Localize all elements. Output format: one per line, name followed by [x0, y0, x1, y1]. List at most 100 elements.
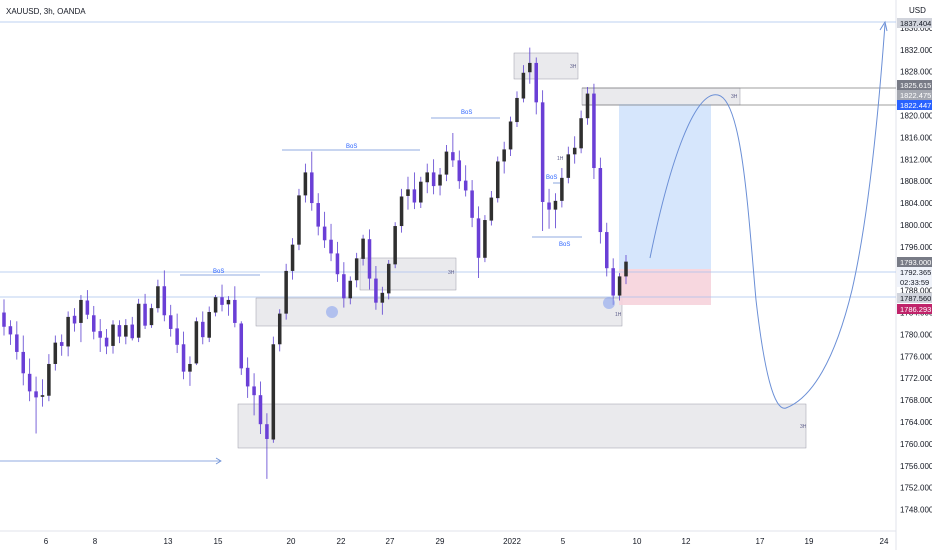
candle-body[interactable]	[361, 238, 365, 259]
candle-body[interactable]	[162, 286, 167, 316]
candle-body[interactable]	[438, 174, 442, 186]
candle-body[interactable]	[59, 342, 64, 346]
candle-body[interactable]	[470, 190, 474, 218]
candle-body[interactable]	[111, 324, 115, 346]
candle-body[interactable]	[380, 292, 385, 303]
candle-body[interactable]	[98, 331, 102, 338]
candle-body[interactable]	[348, 280, 353, 299]
candle-body[interactable]	[547, 202, 551, 210]
candle-body[interactable]	[213, 297, 218, 313]
candle-body[interactable]	[53, 342, 58, 364]
candle-body[interactable]	[508, 121, 513, 150]
candle-body[interactable]	[476, 218, 481, 258]
candle-body[interactable]	[521, 72, 526, 99]
candle-body[interactable]	[572, 147, 577, 155]
candle-body[interactable]	[271, 344, 276, 440]
candle-body[interactable]	[92, 315, 96, 332]
candle-body[interactable]	[425, 172, 429, 183]
candle-body[interactable]	[335, 253, 340, 275]
candle-body[interactable]	[367, 239, 372, 279]
demand-zone-1h[interactable]	[255, 297, 623, 327]
candle-body[interactable]	[604, 232, 609, 269]
candle-body[interactable]	[316, 203, 320, 227]
candle-body[interactable]	[290, 244, 295, 271]
candle-body[interactable]	[579, 118, 583, 149]
candle-body[interactable]	[624, 261, 628, 277]
candle-body[interactable]	[66, 316, 70, 347]
candle-body[interactable]	[79, 299, 83, 323]
candle-body[interactable]	[463, 180, 468, 191]
candle-body[interactable]	[245, 367, 250, 387]
candle-body[interactable]	[374, 278, 378, 303]
candle-body[interactable]	[156, 286, 160, 309]
candle-body[interactable]	[124, 325, 128, 337]
candle-body[interactable]	[181, 344, 186, 372]
candle-body[interactable]	[502, 149, 506, 162]
candle-body[interactable]	[451, 152, 455, 161]
candle-body[interactable]	[412, 189, 417, 203]
supply-zone-3h-right[interactable]	[581, 87, 741, 106]
candle-body[interactable]	[149, 308, 154, 326]
candle-body[interactable]	[515, 97, 519, 123]
candle-body[interactable]	[15, 334, 19, 352]
candle-body[interactable]	[303, 172, 308, 196]
candle-body[interactable]	[265, 424, 269, 439]
candle-body[interactable]	[444, 151, 449, 175]
stop-zone[interactable]	[619, 269, 711, 305]
candle-body[interactable]	[252, 386, 256, 396]
candle-body[interactable]	[72, 315, 77, 324]
candle-body[interactable]	[386, 263, 391, 294]
candle-body[interactable]	[457, 160, 462, 182]
candle-body[interactable]	[2, 312, 6, 327]
candle-body[interactable]	[117, 325, 122, 337]
candle-body[interactable]	[489, 197, 494, 221]
candle-body[interactable]	[553, 200, 558, 210]
candle-body[interactable]	[540, 102, 545, 202]
candle-body[interactable]	[175, 328, 179, 345]
candle-body[interactable]	[431, 172, 436, 187]
candle-body[interactable]	[342, 274, 346, 299]
candle-body[interactable]	[399, 196, 404, 227]
demand-zone-3h-low[interactable]	[237, 403, 807, 449]
candle-body[interactable]	[483, 220, 487, 258]
candle-body[interactable]	[495, 161, 500, 199]
candle-body[interactable]	[284, 270, 288, 314]
candle-body[interactable]	[534, 62, 538, 103]
candle-body[interactable]	[136, 303, 141, 338]
candle-body[interactable]	[566, 154, 571, 178]
candle-body[interactable]	[329, 239, 333, 254]
candle-body[interactable]	[239, 323, 244, 369]
candle-body[interactable]	[8, 326, 13, 335]
candle-body[interactable]	[354, 258, 359, 281]
candle-body[interactable]	[322, 226, 327, 241]
candle-body[interactable]	[226, 299, 231, 305]
candle-body[interactable]	[168, 315, 173, 329]
candle-body[interactable]	[201, 321, 205, 338]
candle-body[interactable]	[528, 62, 532, 73]
projection-path[interactable]	[649, 23, 886, 409]
candle-body[interactable]	[585, 93, 590, 119]
candle-body[interactable]	[47, 363, 51, 396]
candle-body[interactable]	[188, 363, 192, 372]
target-zone[interactable]	[619, 104, 711, 269]
candle-body[interactable]	[40, 395, 45, 397]
candle-body[interactable]	[104, 337, 109, 347]
candle-body[interactable]	[277, 313, 282, 345]
candle-body[interactable]	[21, 351, 26, 374]
candle-body[interactable]	[233, 299, 237, 323]
candle-body[interactable]	[560, 177, 564, 201]
candle-body[interactable]	[85, 300, 90, 315]
candle-body[interactable]	[143, 303, 147, 326]
candle-body[interactable]	[258, 395, 263, 425]
candle-body[interactable]	[611, 268, 615, 296]
candle-body[interactable]	[419, 181, 423, 203]
candle-body[interactable]	[592, 93, 596, 169]
candle-body[interactable]	[194, 321, 199, 364]
candle-body[interactable]	[220, 297, 224, 305]
candle-body[interactable]	[130, 324, 135, 339]
candle-body[interactable]	[617, 276, 622, 296]
candle-body[interactable]	[393, 226, 397, 265]
candle-body[interactable]	[310, 172, 314, 204]
